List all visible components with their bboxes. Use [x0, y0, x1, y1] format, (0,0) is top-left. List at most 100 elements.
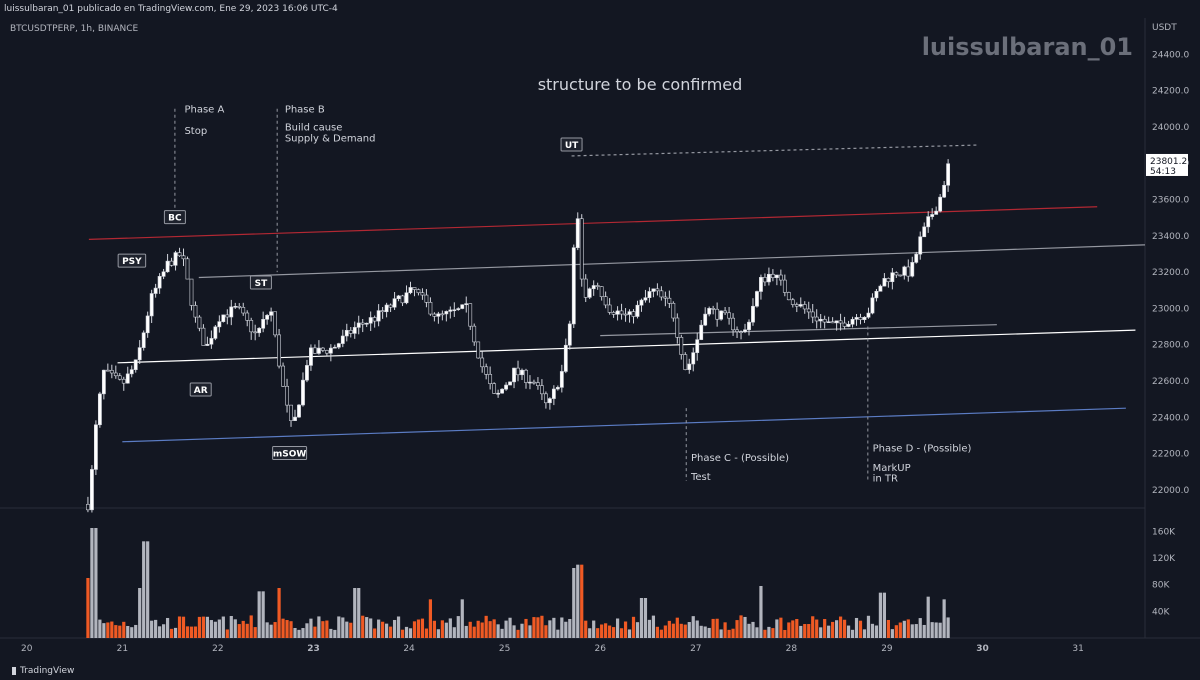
volume-bar	[337, 616, 341, 638]
candle-up	[448, 309, 453, 312]
candle-down	[659, 290, 664, 298]
candle-up	[563, 344, 568, 372]
candle-down	[814, 316, 819, 322]
candle-down	[273, 311, 277, 336]
time-tick-label: 29	[881, 644, 893, 654]
candle-up	[910, 262, 915, 277]
volume-bar	[699, 625, 703, 638]
price-tick-label: 23000.0	[1152, 304, 1189, 314]
volume-bar	[723, 622, 727, 638]
volume-bar	[767, 626, 771, 638]
chart-title: structure to be confirmed	[538, 75, 743, 94]
time-tick-label: 22	[212, 644, 223, 654]
volume-bar	[197, 616, 202, 638]
candle-down	[241, 307, 246, 314]
volume-bar	[747, 623, 751, 638]
candle-down	[715, 308, 720, 320]
volume-bar	[154, 619, 158, 638]
candle-down	[432, 313, 437, 317]
candle-up	[352, 327, 357, 334]
candle-down	[524, 369, 528, 383]
volume-bar	[791, 620, 795, 638]
volume-bar	[819, 627, 823, 638]
volume-bar	[623, 621, 628, 638]
candle-up	[125, 373, 130, 384]
time-tick-label: 26	[594, 644, 606, 654]
candle-up	[157, 276, 162, 289]
candle-down	[516, 367, 520, 376]
candle-up	[436, 313, 441, 317]
candle-up	[703, 313, 708, 326]
candle-up	[444, 311, 449, 315]
volume-bar	[106, 622, 110, 638]
candle-down	[185, 258, 190, 280]
volume-bar	[683, 624, 687, 638]
volume-bar	[759, 586, 763, 638]
candle-up	[699, 324, 704, 340]
candle-up	[846, 323, 851, 327]
volume-bar	[520, 623, 524, 638]
volume-bar	[341, 617, 345, 638]
volume-bar	[866, 615, 871, 638]
volume-bar	[743, 616, 747, 638]
candle-down	[675, 317, 680, 338]
volume-bar	[755, 627, 759, 638]
candle-down	[898, 274, 903, 277]
volume-bar	[862, 629, 867, 638]
candle-up	[866, 312, 871, 318]
volume-bar	[416, 619, 421, 638]
volume-bar	[373, 628, 377, 638]
volume-bar	[357, 588, 361, 638]
candle-up	[691, 352, 696, 365]
volume-bar	[90, 528, 94, 638]
publish-info-bar: luissulbaran_01 publicado en TradingView…	[0, 0, 1200, 18]
volume-bar	[142, 541, 146, 638]
volume-bar	[126, 625, 130, 638]
candle-up	[464, 303, 469, 306]
candle-down	[177, 252, 182, 257]
candle-down	[105, 369, 110, 372]
candle-down	[727, 312, 731, 319]
candle-up	[165, 260, 170, 273]
volume-bar	[619, 628, 624, 638]
tag-bc: BC	[163, 210, 186, 225]
volume-bar	[707, 627, 711, 638]
volume-tick-label: 160K	[1152, 527, 1176, 537]
candle-down	[543, 393, 548, 404]
candle-up	[305, 365, 309, 381]
volume-bar	[472, 626, 476, 638]
candle-up	[90, 469, 94, 511]
volume-bar	[229, 616, 233, 638]
volume-bar	[882, 592, 886, 638]
volume-bar	[799, 625, 803, 638]
candle-down	[313, 347, 317, 354]
candle-down	[770, 273, 775, 278]
candle-up	[826, 321, 831, 324]
candle-up	[591, 285, 596, 290]
volume-bar	[436, 629, 440, 638]
candle-down	[723, 310, 728, 314]
candle-down	[540, 385, 544, 395]
volume-bar	[241, 620, 245, 638]
volume-bar	[464, 625, 468, 638]
candle-up	[392, 298, 397, 308]
candle-down	[858, 317, 863, 320]
candle-up	[504, 384, 508, 390]
volume-bar	[695, 620, 699, 638]
candle-up	[344, 330, 349, 337]
volume-bar	[588, 628, 592, 638]
candle-up	[946, 163, 951, 186]
volume-bar	[392, 619, 397, 638]
candle-up	[261, 319, 266, 329]
candle-up	[301, 379, 305, 406]
volume-bar	[432, 620, 436, 638]
current-price-value: 23801.2	[1150, 157, 1187, 167]
supply-demand-label: Supply & Demand	[285, 133, 376, 144]
tag-box	[560, 137, 583, 152]
volume-bar	[763, 629, 767, 638]
volume-bar	[173, 627, 178, 638]
candle-down	[480, 357, 485, 368]
candle-up	[759, 277, 763, 292]
volume-tick-label: 80K	[1152, 581, 1170, 591]
